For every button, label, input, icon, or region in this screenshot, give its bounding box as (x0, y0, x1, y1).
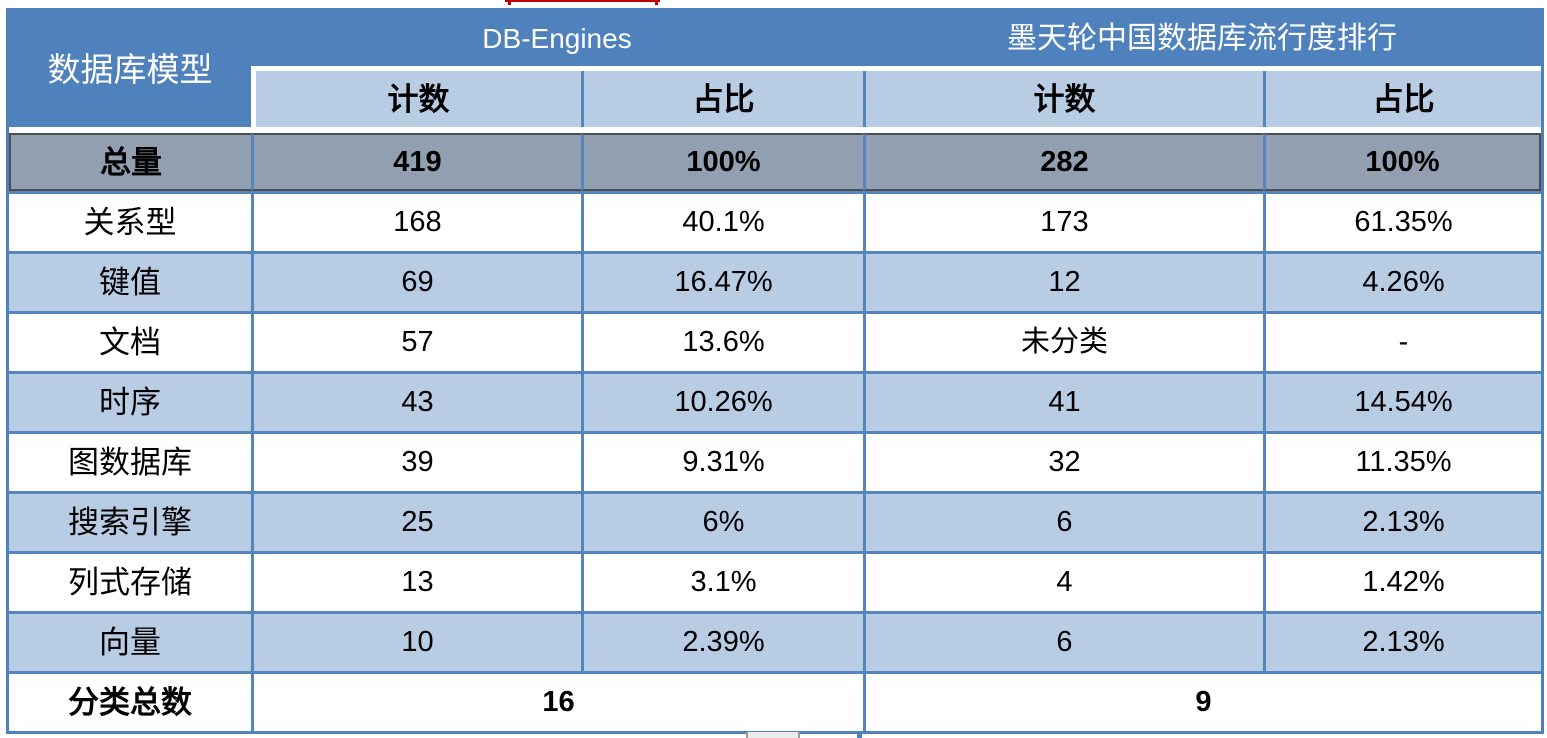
cell: 10 (251, 614, 581, 671)
subheader-white-gap (9, 127, 1541, 133)
footer-motianlun-category-count: 9 (863, 674, 1541, 731)
cell: 168 (251, 194, 581, 251)
cell: 69 (251, 254, 581, 311)
cell: 6 (863, 614, 1263, 671)
cell: 40.1% (581, 194, 863, 251)
footer-dbengines-category-count: 16 (251, 674, 863, 731)
top-red-underline-artifact (505, 0, 660, 2)
row-separator (9, 371, 1541, 374)
cell: 2.13% (1263, 494, 1541, 551)
row-separator (9, 191, 1541, 194)
cell: 41 (863, 374, 1263, 431)
row-label-time-series: 时序 (9, 374, 251, 431)
row-separator (9, 671, 1541, 674)
bottom-scrollbar-fragment-artifact (746, 732, 800, 738)
cell: 10.26% (581, 374, 863, 431)
row-label-key-value: 键值 (9, 254, 251, 311)
subheader-motianlun-share: 占比 (1263, 71, 1541, 127)
cell: 57 (251, 314, 581, 371)
total-motianlun-count: 282 (863, 133, 1263, 191)
database-model-comparison-table: 数据库模型 DB-Engines 墨天轮中国数据库流行度排行 计数 占比 计数 … (6, 8, 1544, 734)
group-header-db-engines: DB-Engines (251, 11, 863, 66)
cell: 16.47% (581, 254, 863, 311)
cell: 12 (863, 254, 1263, 311)
row-label-graph: 图数据库 (9, 434, 251, 491)
corner-header-database-model: 数据库模型 (9, 11, 251, 127)
cell: 32 (863, 434, 1263, 491)
row-separator (9, 431, 1541, 434)
row-label-vector: 向量 (9, 614, 251, 671)
header-white-gap (251, 66, 1541, 71)
cell: 43 (251, 374, 581, 431)
group-header-motianlun-ranking: 墨天轮中国数据库流行度排行 (863, 11, 1541, 66)
row-label-relational: 关系型 (9, 194, 251, 251)
row-separator (9, 611, 1541, 614)
cell: 2.13% (1263, 614, 1541, 671)
subheader-dbengines-count: 计数 (251, 71, 581, 127)
subheader-motianlun-count: 计数 (863, 71, 1263, 127)
total-dbengines-share: 100% (581, 133, 863, 191)
row-separator (9, 491, 1541, 494)
bottom-divider-tick-artifact (857, 731, 862, 738)
top-red-underline-tick-icon (655, 0, 658, 5)
cell: 2.39% (581, 614, 863, 671)
total-row-label: 总量 (9, 133, 251, 191)
footer-label-category-total: 分类总数 (9, 674, 251, 731)
row-separator (9, 551, 1541, 554)
cell: 9.31% (581, 434, 863, 491)
total-motianlun-share: 100% (1263, 133, 1541, 191)
cell: 13 (251, 554, 581, 611)
cell: 25 (251, 494, 581, 551)
cell: 4.26% (1263, 254, 1541, 311)
cell: 3.1% (581, 554, 863, 611)
cell: 11.35% (1263, 434, 1541, 491)
row-label-search-engine: 搜索引擎 (9, 494, 251, 551)
cell: 13.6% (581, 314, 863, 371)
subheader-dbengines-share: 占比 (581, 71, 863, 127)
row-label-columnar: 列式存储 (9, 554, 251, 611)
cell: 173 (863, 194, 1263, 251)
cell: 39 (251, 434, 581, 491)
cell: 4 (863, 554, 1263, 611)
cell: 6% (581, 494, 863, 551)
cell: 6 (863, 494, 1263, 551)
row-separator (9, 311, 1541, 314)
cell: 61.35% (1263, 194, 1541, 251)
cell: - (1263, 314, 1541, 371)
cell: 未分类 (863, 314, 1263, 371)
total-dbengines-count: 419 (251, 133, 581, 191)
row-label-document: 文档 (9, 314, 251, 371)
top-red-underline-tick-icon (508, 0, 511, 5)
row-separator (9, 251, 1541, 254)
cell: 1.42% (1263, 554, 1541, 611)
cell: 14.54% (1263, 374, 1541, 431)
